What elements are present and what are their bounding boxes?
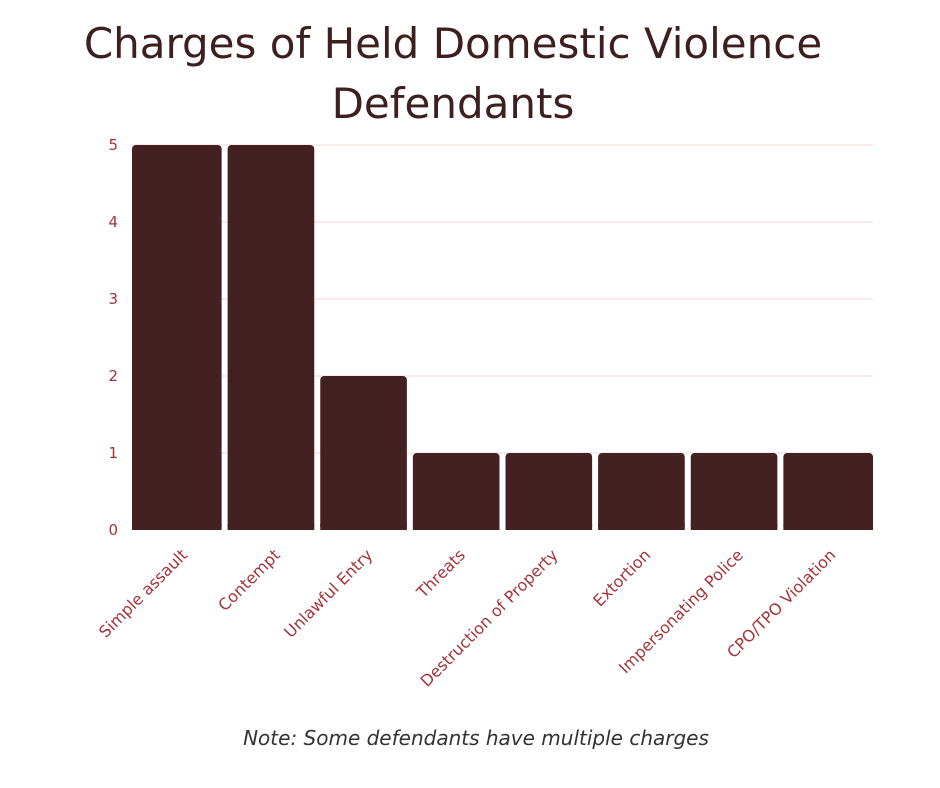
bar-4 — [505, 453, 593, 530]
bar-base-7 — [783, 524, 873, 530]
bar-base-6 — [690, 524, 778, 530]
bar-base-4 — [505, 524, 593, 530]
x-tick-label: Threats — [412, 545, 469, 602]
chart-note: Note: Some defendants have multiple char… — [243, 726, 709, 750]
chart-title-line-2: Defendants — [331, 79, 575, 128]
bar-5 — [598, 453, 685, 530]
bars — [132, 145, 873, 530]
bar-1 — [227, 145, 315, 530]
x-tick-label: Extortion — [589, 545, 654, 610]
chart-title-line-1: Charges of Held Domestic Violence — [83, 19, 823, 68]
bar-0 — [132, 145, 222, 530]
y-tick-label: 5 — [108, 136, 118, 154]
y-tick-label: 1 — [108, 444, 118, 462]
y-tick-label: 3 — [108, 290, 118, 308]
bar-base-5 — [598, 524, 685, 530]
bar-base-0 — [132, 524, 222, 530]
x-tick-label: Contempt — [214, 545, 283, 614]
bar-base-1 — [227, 524, 315, 530]
bar-base-3 — [412, 524, 500, 530]
bar-2 — [320, 376, 407, 530]
bar-7 — [783, 453, 873, 530]
bar-6 — [690, 453, 778, 530]
x-tick-label: Unlawful Entry — [280, 545, 376, 641]
chart-title: Charges of Held Domestic Violence Defend… — [0, 14, 906, 134]
bar-3 — [412, 453, 500, 530]
y-tick-label: 2 — [108, 367, 118, 385]
x-tick-label: Simple assault — [95, 545, 191, 641]
bar-base-2 — [320, 524, 407, 530]
y-tick-label: 0 — [108, 521, 118, 539]
y-axis-ticks: 0 1 2 3 4 5 — [108, 136, 118, 539]
y-tick-label: 4 — [108, 213, 118, 231]
